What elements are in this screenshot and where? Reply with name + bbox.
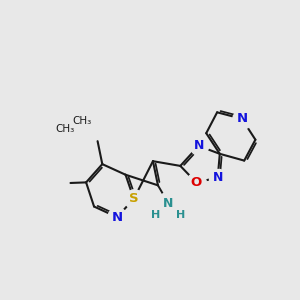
Text: N: N bbox=[112, 211, 123, 224]
Text: N: N bbox=[212, 171, 223, 184]
Text: N: N bbox=[194, 140, 204, 152]
Text: S: S bbox=[129, 192, 139, 206]
Text: O: O bbox=[190, 176, 202, 189]
Text: CH₃: CH₃ bbox=[55, 124, 74, 134]
Text: N: N bbox=[236, 112, 247, 125]
Text: H: H bbox=[176, 210, 185, 220]
Text: CH₃: CH₃ bbox=[73, 116, 92, 126]
Text: N: N bbox=[164, 197, 174, 210]
Text: H: H bbox=[151, 210, 160, 220]
